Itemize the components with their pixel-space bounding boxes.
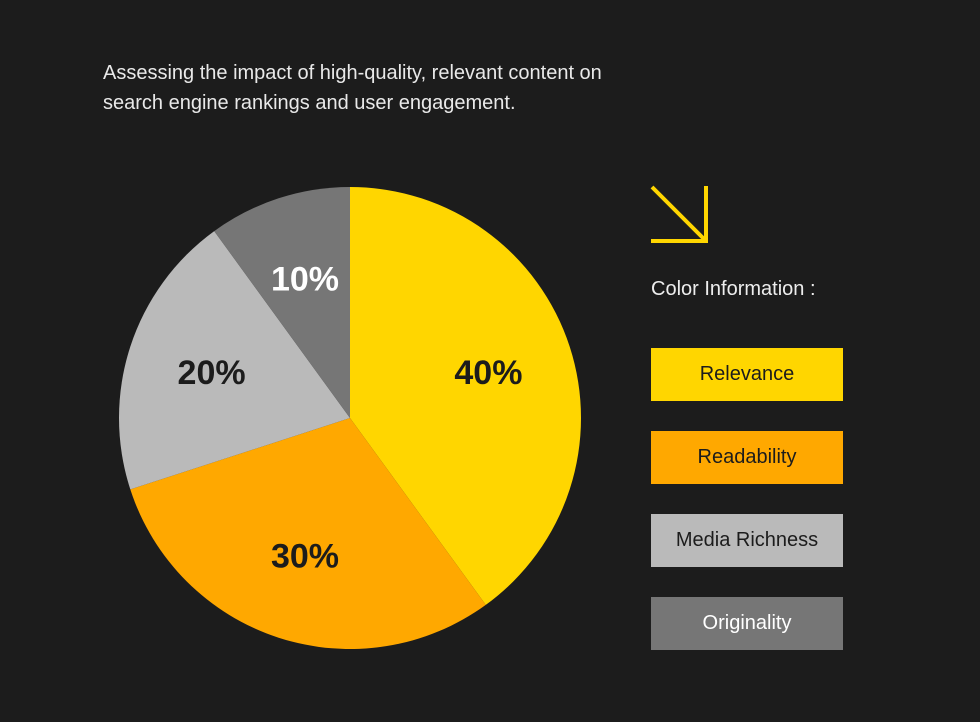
- legend-item-relevance: Relevance: [651, 348, 843, 401]
- pie-slice-originality: [214, 187, 350, 418]
- pie-label-readability: 30%: [271, 537, 339, 575]
- pie-label-media-richness: 20%: [178, 354, 246, 392]
- legend-item-media-richness: Media Richness: [651, 514, 843, 567]
- pie-slice-relevance: [350, 187, 581, 605]
- pie-label-relevance: 40%: [454, 354, 522, 392]
- legend-label: Media Richness: [675, 529, 819, 551]
- arrow-down-right-icon: [650, 185, 708, 243]
- legend-item-readability: Readability: [651, 431, 843, 484]
- legend-title: Color Information :: [651, 278, 816, 300]
- legend: Relevance Readability Media Richness Ori…: [651, 348, 843, 680]
- pie-slice-media-richness: [118, 231, 350, 490]
- chart-subtitle: Assessing the impact of high-quality, re…: [103, 62, 602, 114]
- pie-slice-readability: [130, 418, 486, 649]
- legend-label: Originality: [702, 612, 792, 634]
- pie-label-originality: 10%: [271, 261, 339, 299]
- legend-label: Readability: [697, 446, 797, 468]
- legend-label: Relevance: [699, 363, 795, 385]
- legend-item-originality: Originality: [651, 597, 843, 650]
- pie-chart: 40% 30% 20% 10%: [118, 187, 581, 649]
